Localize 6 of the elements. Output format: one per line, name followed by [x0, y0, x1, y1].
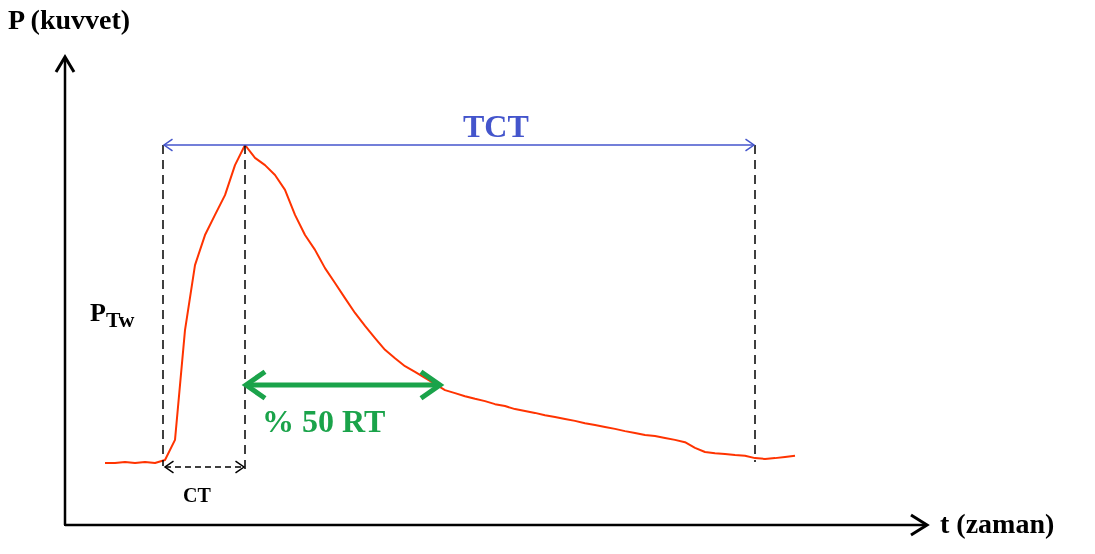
annotation: CT	[183, 484, 211, 506]
y-axis-title: P (kuvvet)	[8, 4, 131, 35]
annotation: % 50 RT	[262, 403, 386, 439]
annotation: P$_{Tw}$	[90, 298, 135, 333]
x-axis-title: t (zaman)	[940, 508, 1055, 539]
text: TCT	[463, 108, 529, 144]
